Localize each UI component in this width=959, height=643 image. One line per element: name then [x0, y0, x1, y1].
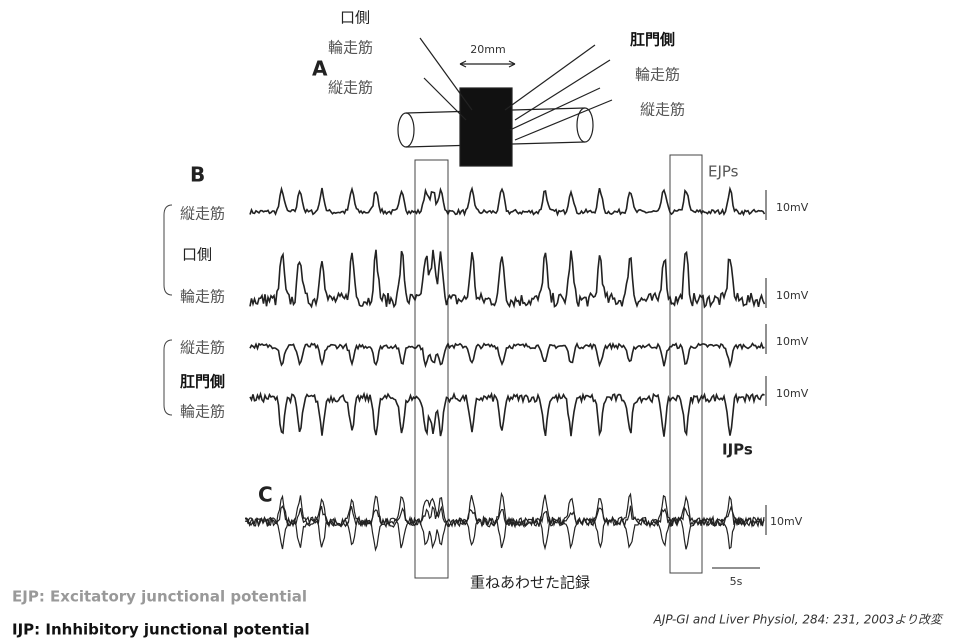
- anal-circular: 輪走筋: [180, 403, 225, 421]
- trace: [245, 518, 764, 550]
- figure: A 口側 輪走筋 縦走筋 肛門側 輪走筋 縦走筋 20mm B 縦走筋 口側 輪…: [0, 0, 959, 643]
- oral-longitudinal: 縦走筋: [180, 205, 225, 223]
- scale-v: 10mV: [770, 515, 803, 528]
- scale-label: 10mV: [776, 201, 809, 214]
- trace: [250, 188, 765, 215]
- trace: [250, 394, 765, 437]
- legend-ejp: EJP: Excitatory junctional potential: [12, 588, 307, 606]
- oral-label: 口側: [340, 9, 370, 27]
- legend-ijp: IJP: Inhhibitory junctional potential: [12, 621, 310, 639]
- oral-circular: 輪走筋: [180, 288, 225, 306]
- caption: 重ねあわせた記録: [470, 574, 590, 592]
- scale-label: 10mV: [776, 387, 809, 400]
- scale-label: 10mV: [776, 289, 809, 302]
- citation: AJP-GI and Liver Physiol, 284: 231, 2003…: [653, 613, 944, 627]
- distance: 20mm: [470, 43, 505, 56]
- anal-longitudinal: 縦走筋: [640, 101, 685, 119]
- ejp-label: EJPs: [708, 163, 739, 181]
- oral-longitudinal: 縦走筋: [328, 79, 373, 97]
- panel-label: B: [190, 163, 205, 187]
- anal-circular: 輪走筋: [635, 66, 680, 84]
- trace: [250, 250, 765, 307]
- trace: [250, 344, 765, 367]
- oral-label: 口側: [182, 246, 212, 264]
- ijp-label: IJPs: [722, 441, 753, 459]
- bracket: [164, 205, 172, 415]
- panel-label: A: [312, 57, 328, 81]
- tissue-diagram: [398, 38, 612, 166]
- anal-label: 肛門側: [630, 31, 675, 49]
- oral-circular: 輪走筋: [328, 39, 373, 57]
- anal-longitudinal: 縦走筋: [180, 339, 225, 357]
- scale-t: 5s: [730, 575, 743, 588]
- panel-label: C: [258, 483, 273, 507]
- anal-label: 肛門側: [180, 373, 225, 391]
- scale-label: 10mV: [776, 335, 809, 348]
